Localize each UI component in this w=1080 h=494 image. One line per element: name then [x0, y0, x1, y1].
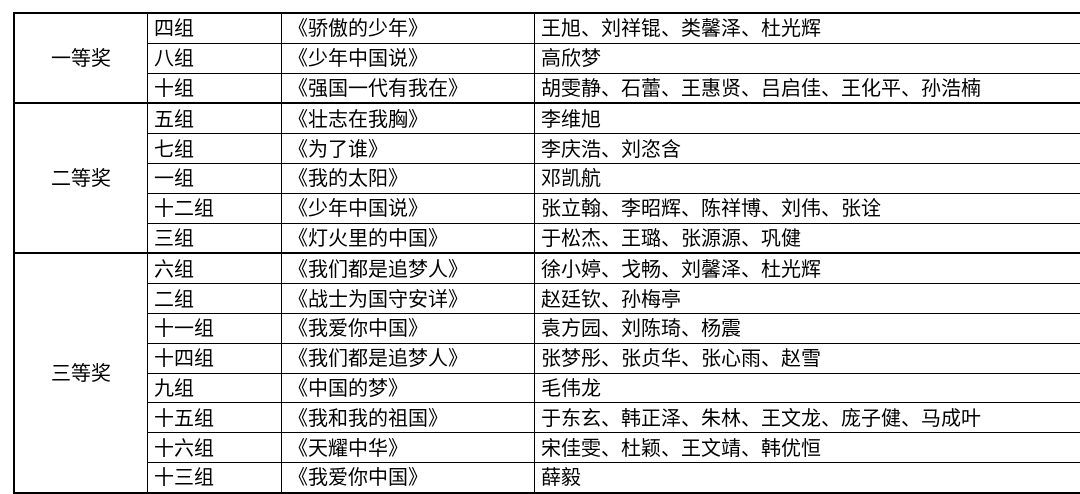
performers-cell: 袁方园、刘陈琦、杨震 — [535, 313, 1080, 343]
table-row: 八组《少年中国说》高欣梦 — [14, 43, 1080, 73]
table-row: 十五组《我和我的祖国》于东玄、韩正泽、朱林、王文龙、庞子健、马成叶 — [14, 403, 1080, 433]
group-cell: 六组 — [148, 253, 282, 283]
group-cell: 十三组 — [148, 462, 282, 492]
performers-cell: 邓凯航 — [535, 163, 1080, 193]
song-title-cell: 《少年中国说》 — [282, 43, 535, 73]
table-row: 十六组《天耀中华》宋佳雯、杜颖、王文靖、韩优恒 — [14, 433, 1080, 463]
group-cell: 四组 — [148, 13, 282, 43]
award-results-table: 一等奖四组《骄傲的少年》王旭、刘祥锟、类馨泽、杜光辉八组《少年中国说》高欣梦十组… — [13, 12, 1080, 494]
group-cell: 五组 — [148, 103, 282, 133]
group-cell: 三组 — [148, 223, 282, 253]
group-cell: 十一组 — [148, 313, 282, 343]
song-title-cell: 《天耀中华》 — [282, 433, 535, 463]
table-row: 一等奖四组《骄傲的少年》王旭、刘祥锟、类馨泽、杜光辉 — [14, 13, 1080, 43]
song-title-cell: 《战士为国守安详》 — [282, 284, 535, 314]
song-title-cell: 《灯火里的中国》 — [282, 223, 535, 253]
table-body: 一等奖四组《骄傲的少年》王旭、刘祥锟、类馨泽、杜光辉八组《少年中国说》高欣梦十组… — [14, 13, 1080, 493]
performers-cell: 于松杰、王璐、张源源、巩健 — [535, 223, 1080, 253]
award-level-cell: 一等奖 — [14, 13, 148, 103]
table-row: 十三组《我爱你中国》薛毅 — [14, 462, 1080, 492]
song-title-cell: 《我的太阳》 — [282, 163, 535, 193]
performers-cell: 高欣梦 — [535, 43, 1080, 73]
group-cell: 二组 — [148, 284, 282, 314]
group-cell: 十组 — [148, 73, 282, 103]
performers-cell: 徐小婷、戈畅、刘馨泽、杜光辉 — [535, 253, 1080, 283]
group-cell: 十四组 — [148, 343, 282, 373]
performers-cell: 赵廷钦、孙梅亭 — [535, 284, 1080, 314]
group-cell: 九组 — [148, 373, 282, 403]
group-cell: 七组 — [148, 134, 282, 164]
performers-cell: 胡雯静、石蕾、王惠贤、吕启佳、王化平、孙浩楠 — [535, 73, 1080, 103]
group-cell: 一组 — [148, 163, 282, 193]
song-title-cell: 《我们都是追梦人》 — [282, 343, 535, 373]
group-cell: 十二组 — [148, 193, 282, 223]
performers-cell: 于东玄、韩正泽、朱林、王文龙、庞子健、马成叶 — [535, 403, 1080, 433]
song-title-cell: 《壮志在我胸》 — [282, 103, 535, 133]
group-cell: 十六组 — [148, 433, 282, 463]
song-title-cell: 《我爱你中国》 — [282, 462, 535, 492]
performers-cell: 李庆浩、刘恣含 — [535, 134, 1080, 164]
performers-cell: 王旭、刘祥锟、类馨泽、杜光辉 — [535, 13, 1080, 43]
table-row: 一组《我的太阳》邓凯航 — [14, 163, 1080, 193]
performers-cell: 李维旭 — [535, 103, 1080, 133]
performers-cell: 宋佳雯、杜颖、王文靖、韩优恒 — [535, 433, 1080, 463]
table-row: 二组《战士为国守安详》赵廷钦、孙梅亭 — [14, 284, 1080, 314]
table-row: 三组《灯火里的中国》于松杰、王璐、张源源、巩健 — [14, 223, 1080, 253]
table-row: 十二组《少年中国说》张立翰、李昭辉、陈祥博、刘伟、张诠 — [14, 193, 1080, 223]
song-title-cell: 《强国一代有我在》 — [282, 73, 535, 103]
song-title-cell: 《我爱你中国》 — [282, 313, 535, 343]
award-level-cell: 二等奖 — [14, 103, 148, 253]
song-title-cell: 《我和我的祖国》 — [282, 403, 535, 433]
table-row: 九组《中国的梦》毛伟龙 — [14, 373, 1080, 403]
group-cell: 十五组 — [148, 403, 282, 433]
page-canvas: 一等奖四组《骄傲的少年》王旭、刘祥锟、类馨泽、杜光辉八组《少年中国说》高欣梦十组… — [0, 0, 1080, 484]
song-title-cell: 《为了谁》 — [282, 134, 535, 164]
group-cell: 八组 — [148, 43, 282, 73]
table-row: 三等奖六组《我们都是追梦人》徐小婷、戈畅、刘馨泽、杜光辉 — [14, 253, 1080, 283]
award-level-cell: 三等奖 — [14, 253, 148, 492]
table-row: 十一组《我爱你中国》袁方园、刘陈琦、杨震 — [14, 313, 1080, 343]
table-row: 十组《强国一代有我在》胡雯静、石蕾、王惠贤、吕启佳、王化平、孙浩楠 — [14, 73, 1080, 103]
table-row: 二等奖五组《壮志在我胸》李维旭 — [14, 103, 1080, 133]
song-title-cell: 《中国的梦》 — [282, 373, 535, 403]
song-title-cell: 《我们都是追梦人》 — [282, 253, 535, 283]
performers-cell: 张立翰、李昭辉、陈祥博、刘伟、张诠 — [535, 193, 1080, 223]
performers-cell: 毛伟龙 — [535, 373, 1080, 403]
performers-cell: 张梦彤、张贞华、张心雨、赵雪 — [535, 343, 1080, 373]
performers-cell: 薛毅 — [535, 462, 1080, 492]
song-title-cell: 《骄傲的少年》 — [282, 13, 535, 43]
song-title-cell: 《少年中国说》 — [282, 193, 535, 223]
table-row: 十四组《我们都是追梦人》张梦彤、张贞华、张心雨、赵雪 — [14, 343, 1080, 373]
table-row: 七组《为了谁》李庆浩、刘恣含 — [14, 134, 1080, 164]
